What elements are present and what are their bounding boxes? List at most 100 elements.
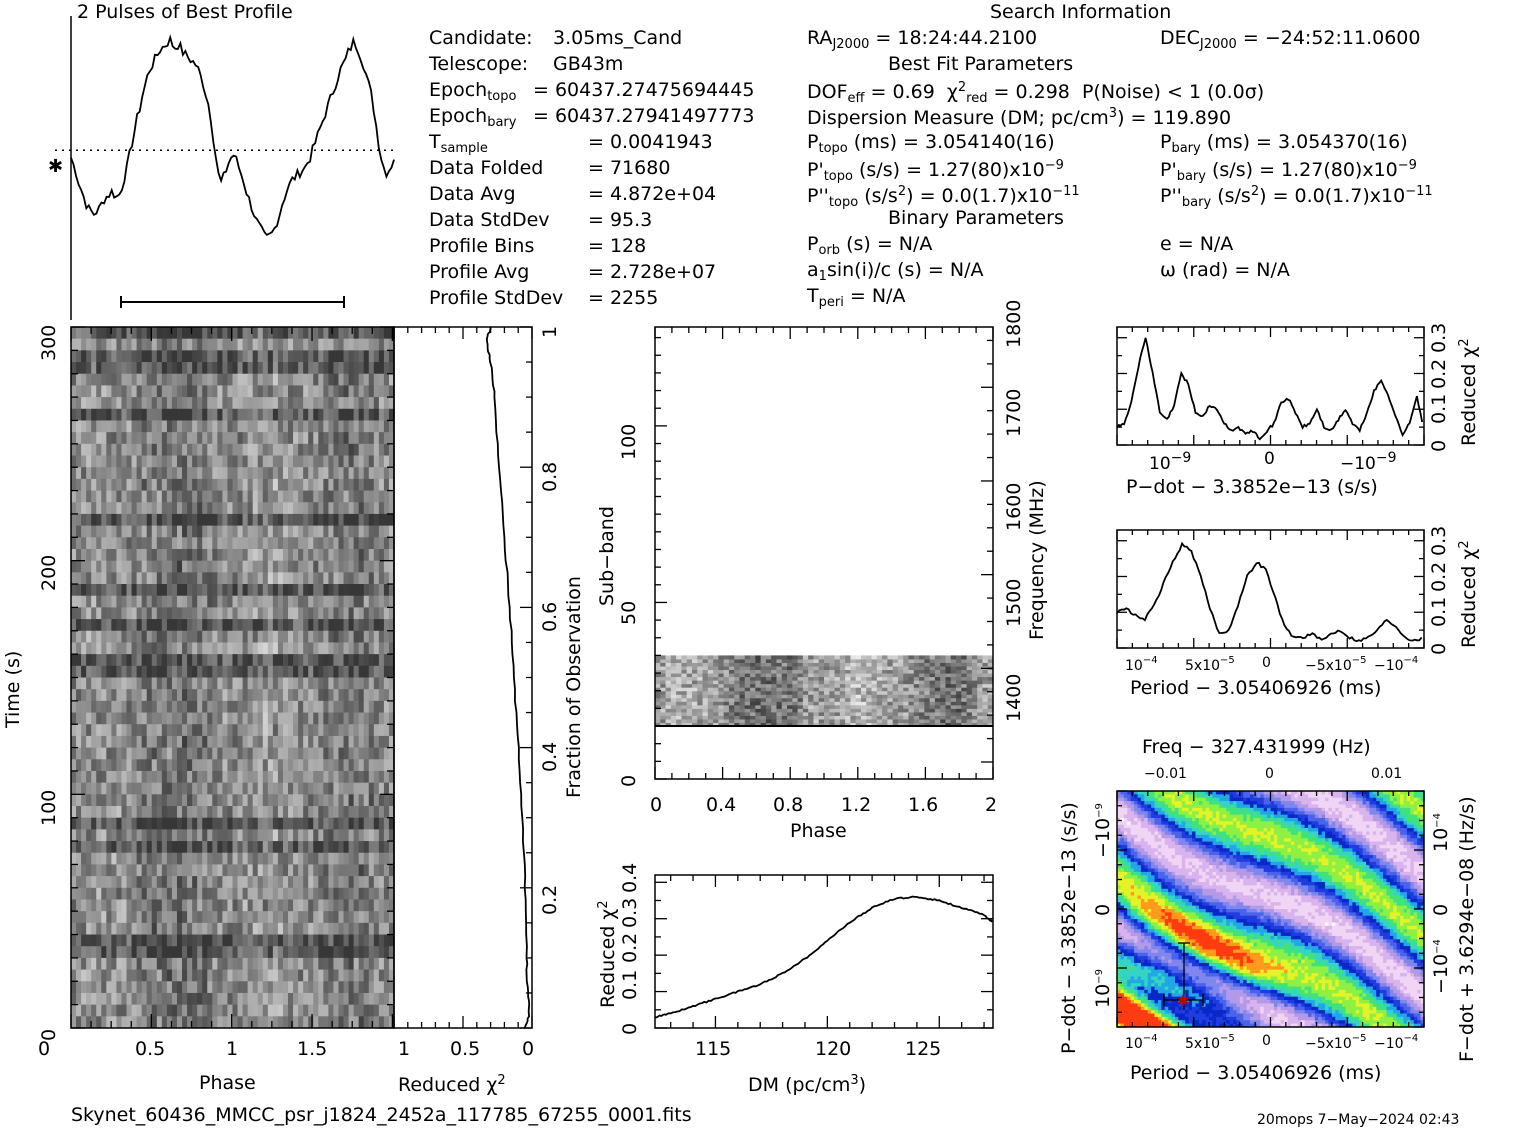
tp-cell bbox=[116, 654, 122, 667]
sb-cell bbox=[924, 697, 931, 702]
tp-cell bbox=[247, 794, 254, 807]
tp-cell bbox=[272, 397, 279, 410]
tp-cell bbox=[96, 584, 102, 597]
tp-cell bbox=[232, 841, 239, 854]
tp-cell bbox=[338, 443, 345, 457]
tp-cell bbox=[182, 700, 188, 714]
tp-cell bbox=[207, 490, 213, 503]
tp-cell bbox=[171, 911, 178, 924]
tp-cell bbox=[217, 1004, 223, 1017]
tp-cell bbox=[242, 899, 249, 912]
sb-cell bbox=[860, 694, 867, 699]
tp-cell bbox=[202, 864, 208, 877]
tp-cell bbox=[76, 572, 82, 585]
tp-cell bbox=[318, 712, 324, 725]
tp-cell bbox=[187, 338, 193, 351]
tp-cell bbox=[363, 689, 370, 702]
tp-cell bbox=[187, 560, 193, 573]
sb-cell bbox=[813, 673, 820, 678]
sb-cell bbox=[887, 697, 894, 702]
tp-cell bbox=[338, 969, 345, 982]
sb-cell bbox=[718, 683, 725, 688]
sb-cell bbox=[707, 694, 714, 699]
tp-cell bbox=[323, 876, 329, 889]
sb-cell bbox=[966, 687, 973, 692]
tp-cell bbox=[358, 350, 365, 363]
tp-cell bbox=[81, 852, 87, 865]
tp-cell bbox=[252, 525, 259, 538]
tp-cell bbox=[368, 397, 375, 410]
sb-cell bbox=[713, 711, 719, 716]
tp-cell bbox=[202, 560, 208, 573]
tp-cell bbox=[176, 467, 183, 480]
sb-cell bbox=[734, 722, 740, 727]
tp-cell bbox=[217, 852, 223, 865]
tp-cell bbox=[192, 992, 198, 1006]
tp-cell bbox=[106, 887, 112, 900]
tp-cell bbox=[116, 362, 122, 375]
tp-cell bbox=[126, 817, 133, 830]
tp-cell bbox=[106, 373, 112, 386]
sb-cell bbox=[802, 690, 809, 695]
tp-cell bbox=[166, 584, 173, 597]
tp-cell bbox=[192, 700, 198, 714]
dec-line: DECJ2000 = −24:52:11.0600 bbox=[1160, 27, 1421, 52]
tp-cell bbox=[76, 1004, 82, 1017]
tp-cell bbox=[333, 864, 339, 877]
tp-cell bbox=[338, 525, 345, 538]
tp-cell bbox=[141, 525, 148, 538]
tp-cell bbox=[176, 548, 183, 562]
tp-cell bbox=[146, 327, 153, 340]
sb-cell bbox=[824, 701, 830, 706]
tp-cell bbox=[318, 992, 324, 1006]
tp-cell bbox=[318, 759, 324, 772]
tp-cell bbox=[207, 502, 213, 515]
tp-cell bbox=[262, 957, 269, 971]
tp-cell bbox=[348, 338, 355, 351]
tp-cell bbox=[217, 432, 223, 445]
tp-cell bbox=[91, 607, 97, 620]
tp-cell bbox=[242, 455, 249, 468]
tp-cell bbox=[252, 887, 259, 900]
tp-cell bbox=[101, 969, 107, 982]
tp-cell bbox=[373, 992, 380, 1006]
tp-cell bbox=[363, 794, 370, 807]
tp-cell bbox=[343, 876, 350, 889]
tp-cell bbox=[378, 957, 385, 971]
sb-cell bbox=[728, 694, 735, 699]
tp-cell bbox=[166, 397, 173, 410]
sb-cell bbox=[697, 694, 704, 699]
tp-cell bbox=[86, 607, 92, 620]
tp-cell bbox=[353, 502, 360, 515]
tp-cell bbox=[237, 513, 244, 527]
tp-cell bbox=[353, 478, 360, 492]
sb-cell bbox=[723, 683, 730, 688]
tp-cell bbox=[267, 420, 274, 433]
sb-cell bbox=[908, 683, 915, 688]
tp-cell bbox=[182, 981, 188, 994]
tp-cell bbox=[187, 478, 193, 492]
tp-cell bbox=[212, 794, 218, 807]
tp-cell bbox=[182, 432, 188, 445]
tp-cell bbox=[288, 957, 294, 971]
tp-cell bbox=[207, 1016, 213, 1028]
tp-cell bbox=[91, 887, 97, 900]
tp-cell bbox=[76, 408, 82, 421]
tp-cell bbox=[247, 946, 254, 959]
tp-cell bbox=[288, 373, 294, 386]
sb-cell bbox=[945, 673, 952, 678]
sb-cell bbox=[676, 687, 682, 692]
tp-cell bbox=[242, 677, 249, 690]
tp-cell bbox=[91, 362, 97, 375]
sb-cell bbox=[987, 708, 993, 713]
tp-cell bbox=[146, 981, 153, 994]
tp-cell bbox=[373, 876, 380, 889]
tp-cell bbox=[212, 642, 218, 655]
sb-cell bbox=[961, 718, 968, 723]
tp-cell bbox=[76, 677, 82, 690]
tp-cell bbox=[257, 852, 264, 865]
tp-cell bbox=[262, 513, 269, 527]
tp-cell bbox=[222, 595, 228, 608]
tp-cell bbox=[298, 665, 304, 678]
tp-cell bbox=[242, 876, 249, 889]
